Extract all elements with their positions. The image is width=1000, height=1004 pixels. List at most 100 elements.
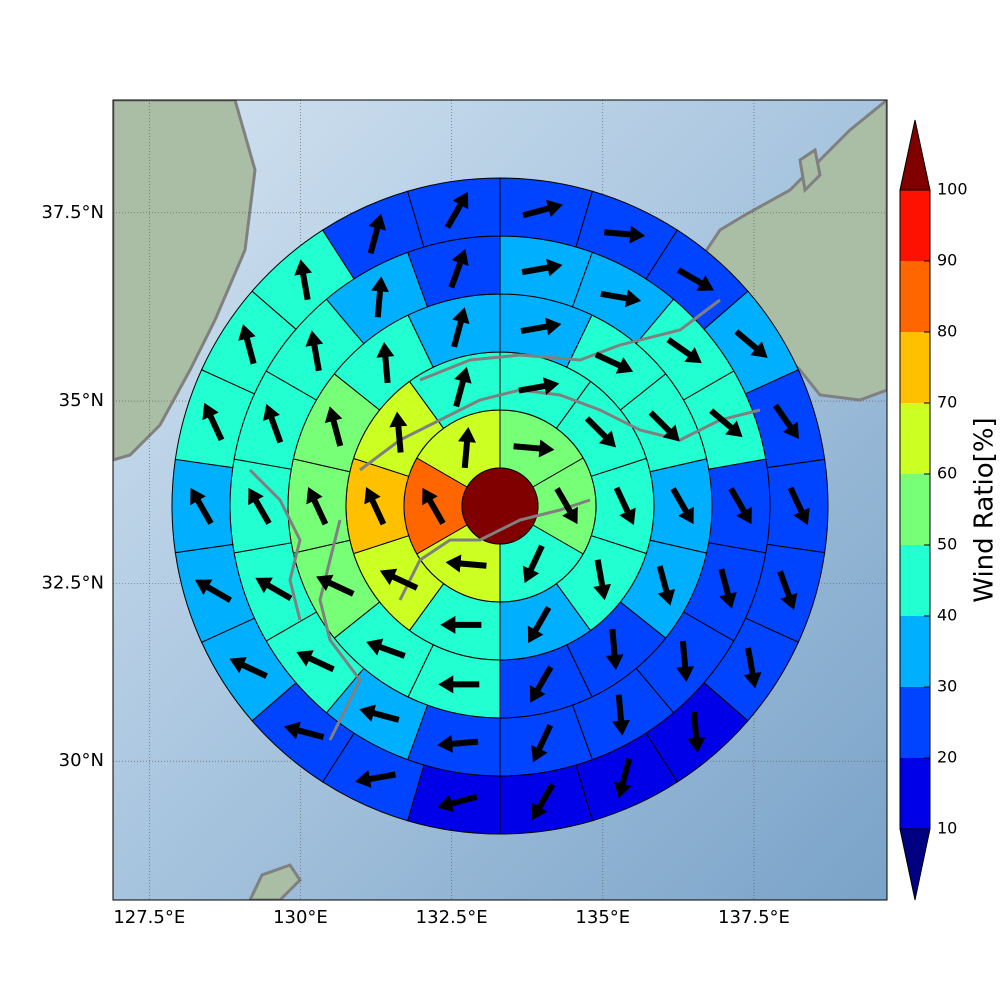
wind-arrow [728, 487, 752, 525]
wind-arrow [451, 307, 470, 348]
x-tick-label: 130°E [273, 907, 328, 928]
x-tick-label: 137.5°E [718, 907, 790, 928]
wind-arrow [612, 694, 630, 736]
colorbar-tick-label: 20 [937, 748, 957, 767]
wind-arrow [448, 248, 469, 289]
wind-arrow [389, 411, 408, 453]
wind-arrows [190, 191, 810, 821]
colorbar-tick-label: 10 [937, 819, 957, 838]
colorbar-box [900, 758, 930, 829]
wind-arrow [718, 568, 737, 609]
colorbar-under [899, 828, 931, 901]
wind-arrow [306, 486, 329, 526]
wind-arrow [190, 487, 214, 525]
wind-arrow [444, 191, 469, 229]
wind-arrow [527, 606, 552, 644]
x-tick-label: 127.5°E [113, 907, 185, 928]
land-korea [113, 100, 257, 462]
wind-arrow [202, 402, 225, 442]
wind-arrow [296, 650, 335, 673]
wind-arrow [709, 408, 743, 438]
colorbar-tick-label: 60 [937, 464, 957, 483]
wind-arrow [605, 628, 624, 670]
wind-arrow [453, 366, 472, 408]
wind-arrow [522, 544, 545, 584]
colorbar-box [900, 190, 930, 261]
wind-arrow [593, 559, 612, 601]
wind-arrow [229, 656, 268, 679]
wind-arrow [743, 647, 762, 689]
colorbar-box [900, 687, 930, 758]
wind-arrow [316, 574, 355, 597]
wind-arrow [263, 403, 284, 444]
colorbar-over [899, 119, 931, 191]
wind-arrow [656, 565, 676, 606]
colorbar-tick-label: 80 [937, 322, 957, 341]
colorbar-label: Wind Ratio[%] [970, 417, 1000, 602]
wind-arrow [648, 410, 680, 442]
wind-arrow [513, 439, 555, 458]
wind-arrow [521, 258, 563, 277]
colorbar-frame [899, 189, 931, 830]
wind-arrow [366, 638, 406, 659]
colorbar-box [900, 616, 930, 687]
wind-arrow [422, 487, 446, 525]
colorbar-tick-label: 40 [937, 606, 957, 625]
wind-arrow [283, 721, 325, 741]
wind-arrow [772, 403, 799, 439]
wind-arrow [438, 675, 480, 694]
wind-arrow [531, 783, 556, 821]
wind-arrow [734, 329, 768, 358]
y-tick-label: 30°N [59, 750, 104, 771]
colorbar-tick-label: 100 [937, 180, 968, 199]
wind-arrow [324, 406, 344, 447]
wind-arrow [437, 734, 479, 753]
wind-arrow [613, 757, 633, 799]
wind-arrow [364, 486, 387, 526]
wind-arrow [458, 427, 476, 469]
colorbar-tick-label: 90 [937, 251, 957, 270]
wind-arrow [294, 259, 313, 301]
wind-arrow [520, 317, 562, 336]
wind-arrow [255, 577, 293, 602]
y-tick-label: 32.5°N [41, 573, 104, 594]
wind-arrow [194, 579, 232, 603]
wind-arrow [355, 770, 397, 788]
land-island [248, 863, 302, 900]
wind-arrow [248, 487, 272, 525]
wind-arrow [379, 568, 419, 591]
wind-arrow [518, 377, 560, 395]
wind-arrow [238, 324, 257, 365]
axes: 127.5°E 130°E 132.5°E 135°E 137.5°E 30°N 32.5°… [41, 202, 789, 928]
wind-arrow [584, 416, 616, 448]
x-tick-label: 135°E [575, 907, 630, 928]
colorbar-box [900, 261, 930, 332]
wind-arrow [371, 276, 389, 318]
colorbar-tick-label: 30 [937, 677, 957, 696]
colorbar: 10 20 30 40 50 60 70 80 90 100 [899, 119, 968, 901]
colorbar-box [900, 545, 930, 616]
wind-arrow [604, 225, 646, 244]
y-tick-label: 37.5°N [41, 202, 104, 223]
sector [406, 764, 501, 835]
wind-arrow [376, 342, 395, 384]
wind-arrow [676, 267, 714, 291]
wind-arrow [600, 289, 642, 308]
wind-arrow [613, 486, 636, 526]
wind-arrow [367, 213, 387, 255]
wind-arrow [666, 337, 702, 364]
wind-arrow [437, 793, 478, 813]
land-island [798, 147, 822, 194]
center-circle [461, 467, 539, 545]
wind-arrow [676, 640, 695, 682]
x-tick-label: 132.5°E [416, 907, 488, 928]
colorbar-box [900, 332, 930, 403]
map-frame [112, 99, 888, 901]
coastline [248, 298, 761, 741]
sector [499, 177, 594, 248]
wind-arrow [359, 704, 400, 723]
y-tick-label: 35°N [59, 390, 104, 411]
wind-arrow [440, 615, 482, 634]
wind-arrow [554, 487, 578, 525]
